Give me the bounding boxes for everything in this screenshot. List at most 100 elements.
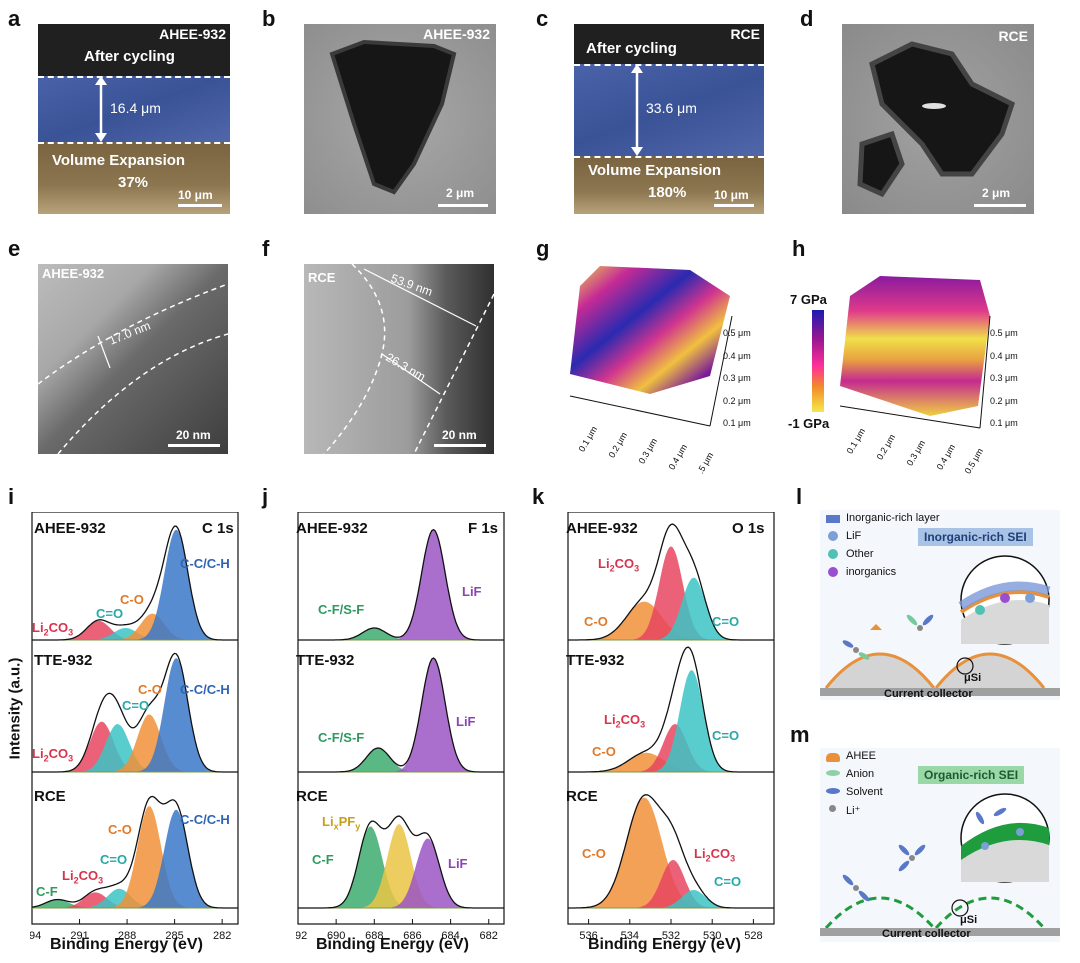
panel-label-j: j (262, 484, 269, 509)
hrtem-image-e: AHEE-932 17.0 nm 20 nm (38, 264, 228, 454)
panel-label-i: i (8, 484, 15, 509)
peak-fill (32, 809, 238, 908)
thickness-value: 33.6 μm (646, 100, 697, 116)
peak-fill (32, 806, 238, 908)
colorbar-max: 7 GPa (790, 292, 827, 307)
peak-label-lixpfy: LixPFy (322, 814, 361, 832)
x-axis-label-k: Binding Energy (eV) (588, 936, 741, 953)
peak-fill (32, 714, 238, 772)
chart-title: C 1s (202, 520, 234, 537)
scale-bar-label: 2 μm (982, 186, 1011, 200)
xps-chart-j: 692 690 688 686 684 682 (296, 512, 505, 942)
peak-label-li2co3: Li2CO3 (62, 868, 104, 886)
peak-fill (568, 860, 774, 908)
peak-label: C-O (582, 846, 606, 861)
peak-label: C=O (712, 614, 740, 629)
legend-swatch (826, 515, 840, 523)
x-axis-label-i: Binding Energy (eV) (50, 936, 203, 953)
sample-name: TTE-932 (34, 652, 93, 669)
legend-swatch (826, 753, 840, 762)
sample-name: RCE (296, 788, 328, 805)
legend-swatch (826, 788, 840, 794)
x-tick-label: 534 (621, 930, 639, 942)
peak-fill (298, 748, 504, 772)
sample-name: RCE (566, 788, 598, 805)
scale-bar-label: 10 μm (714, 188, 749, 202)
schematic-m: AHEE Anion Solvent Li⁺ Organic-rich SEI … (820, 748, 1060, 942)
sample-name: AHEE-932 (566, 520, 638, 537)
legend-label: AHEE (846, 750, 876, 762)
x-tick-label: 682 (480, 930, 498, 942)
tem-image-d: RCE 2 μm (842, 24, 1034, 214)
sample-name: AHEE-932 (296, 520, 368, 537)
peak-label: C=O (100, 852, 128, 867)
sei-type-title: Organic-rich SEI (918, 766, 1025, 784)
x-tick-label: 690 (327, 930, 345, 942)
sample-name: AHEE-932 (423, 26, 490, 42)
peak-label: C-O (108, 822, 132, 837)
legend-label: Li⁺ (846, 805, 861, 817)
peak-fill (32, 721, 238, 772)
legend-label: Solvent (846, 786, 883, 798)
silicon-label: μSi (960, 914, 978, 926)
surface-map (570, 266, 730, 394)
panel-label-m: m (790, 722, 810, 747)
fit-envelope (298, 528, 504, 641)
peak-label: C-F (312, 852, 334, 867)
chart-title: O 1s (732, 520, 765, 537)
tem-image-b: AHEE-932 2 μm (304, 24, 496, 214)
y-tick: 0.1 μm (990, 418, 1018, 428)
panel-label-h: h (792, 236, 806, 261)
panel-label-e: e (8, 236, 21, 261)
x-tick-label: 528 (744, 930, 762, 942)
peak-label: C=O (712, 728, 740, 743)
scale-bar (974, 204, 1026, 207)
afm-g-y-ticks: 0.5 μm 0.4 μm 0.3 μm 0.2 μm 0.1 μm (723, 322, 751, 435)
sei-boundary-lines (38, 283, 228, 454)
x-tick-label: 684 (441, 930, 459, 942)
peak-fill (568, 752, 774, 772)
peak-fill (32, 529, 238, 640)
x-tick-label: 688 (365, 930, 383, 942)
fit-envelope (568, 794, 774, 909)
afm-modulus-map-h (839, 276, 991, 429)
peak-label: C-F/S-F (318, 602, 365, 617)
sample-name: AHEE-932 (159, 26, 226, 42)
y-tick: 0.3 μm (990, 373, 1018, 383)
legend-label: Inorganic-rich layer (846, 512, 940, 524)
sei-boundary-lines (323, 264, 494, 454)
collector-label: Current collector (884, 688, 973, 700)
fit-envelope (298, 657, 504, 773)
fit-envelope (568, 523, 774, 641)
volume-expansion-percent: 180% (648, 184, 687, 201)
schematic-l: Inorganic-rich layer LiF Other inorganic… (820, 510, 1060, 700)
peak-label: C=O (96, 606, 124, 621)
surface-map (840, 276, 990, 416)
peak-fill (568, 797, 774, 908)
scale-bar (714, 204, 754, 207)
afm-h-y-ticks: 0.5 μm 0.4 μm 0.3 μm 0.2 μm 0.1 μm (990, 322, 1018, 435)
y-tick: 0.4 μm (723, 350, 751, 361)
y-tick: 0.1 μm (723, 418, 751, 428)
peak-fill (298, 824, 504, 908)
y-axis-label: Intensity (a.u.) (6, 657, 24, 760)
legend-label: inorganics (846, 566, 897, 578)
peak-label: C-F (36, 884, 58, 899)
peak-label: LiF (456, 714, 476, 729)
x-tick-label: 288 (118, 930, 136, 942)
colorbar-min: -1 GPa (788, 416, 830, 431)
peak-fill (568, 670, 774, 772)
peak-label: LiF (448, 856, 468, 871)
fit-envelope (568, 646, 774, 773)
sample-name: AHEE-932 (34, 520, 106, 537)
peak-label: C-C/C-H (180, 682, 230, 697)
after-cycling-label: After cycling (84, 48, 175, 65)
afm-modulus-map-g (569, 266, 733, 427)
sample-name: TTE-932 (296, 652, 355, 669)
peak-label-li2co3: Li2CO3 (32, 746, 74, 764)
x-tick-label: 291 (70, 930, 88, 942)
fit-envelope (32, 652, 238, 773)
silicon-label: μSi (964, 672, 982, 684)
volume-expansion-percent: 37% (118, 174, 149, 191)
dashed-line-bottom (38, 142, 230, 144)
